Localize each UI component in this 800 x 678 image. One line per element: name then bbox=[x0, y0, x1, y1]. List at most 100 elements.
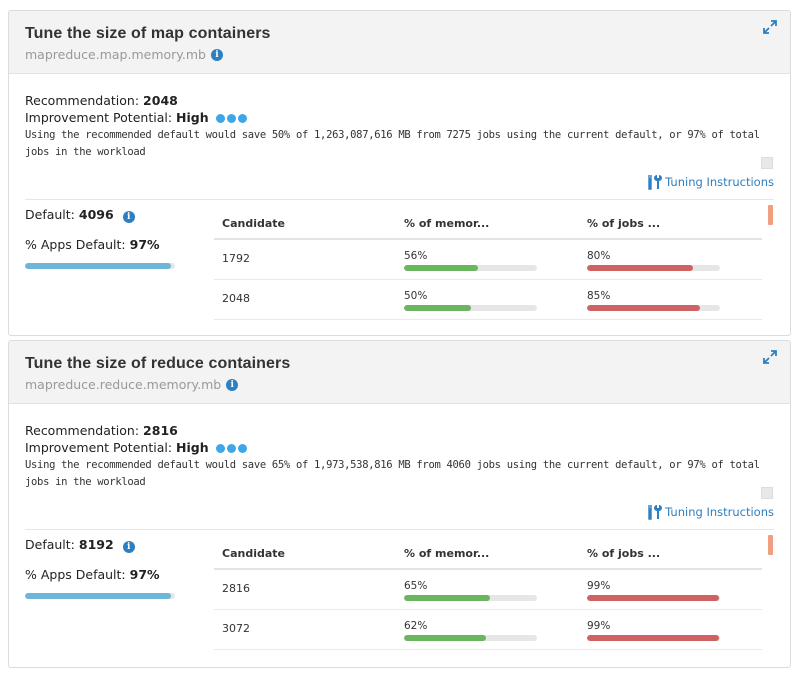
select-checkbox[interactable] bbox=[761, 157, 773, 169]
apps-default-bar bbox=[25, 593, 175, 599]
apps-default-fill bbox=[25, 593, 171, 599]
jobs-percent: 99% bbox=[587, 620, 611, 632]
jobs-percent: 80% bbox=[587, 250, 611, 262]
table-row[interactable]: 1792 56% 80% bbox=[214, 240, 762, 280]
potential-dots bbox=[215, 114, 247, 123]
recommendation-value: 2048 bbox=[143, 93, 178, 108]
recommendation-description: Using the recommended default would save… bbox=[25, 459, 760, 488]
jobs-bar bbox=[587, 305, 720, 311]
apps-default-fill bbox=[25, 263, 171, 269]
column-header-memory[interactable]: % of memor... bbox=[404, 217, 490, 230]
jobs-bar bbox=[587, 265, 720, 271]
improvement-line: Improvement Potential: High bbox=[25, 109, 790, 126]
divider bbox=[25, 529, 774, 530]
candidate-value: 3072 bbox=[222, 622, 250, 635]
potential-dot bbox=[226, 114, 236, 123]
improvement-line: Improvement Potential: High bbox=[25, 439, 790, 456]
expand-icon[interactable] bbox=[762, 349, 778, 365]
default-value: 4096 bbox=[78, 207, 114, 222]
jobs-bar bbox=[587, 635, 720, 641]
map-containers-card: Tune the size of map containers mapreduc… bbox=[8, 10, 791, 336]
select-checkbox[interactable] bbox=[761, 487, 773, 499]
apps-default-value: 97% bbox=[129, 237, 160, 252]
candidate-table: Candidate % of memor... % of jobs ... 17… bbox=[214, 205, 762, 320]
candidate-value: 1792 bbox=[222, 252, 250, 265]
card-title: Tune the size of map containers bbox=[25, 25, 271, 42]
tools-icon bbox=[648, 175, 663, 190]
jobs-bar-fill bbox=[587, 635, 719, 641]
potential-dot bbox=[237, 444, 247, 453]
recommendation-block: Recommendation: 2048 Improvement Potenti… bbox=[9, 74, 790, 161]
scroll-indicator[interactable] bbox=[768, 535, 773, 555]
memory-bar-fill bbox=[404, 635, 487, 641]
column-header-memory[interactable]: % of memor... bbox=[404, 547, 490, 560]
card-header: Tune the size of reduce containers mapre… bbox=[9, 341, 790, 404]
improvement-value: High bbox=[176, 440, 209, 455]
divider bbox=[25, 199, 774, 200]
column-header-jobs[interactable]: % of jobs ... bbox=[587, 547, 661, 560]
apps-default-line: % Apps Default: 97% bbox=[25, 237, 160, 252]
memory-bar bbox=[404, 595, 537, 601]
recommendation-description: Using the recommended default would save… bbox=[25, 129, 760, 158]
recommendation-value: 2816 bbox=[143, 423, 178, 438]
apps-default-bar bbox=[25, 263, 175, 269]
memory-bar-fill bbox=[404, 265, 479, 271]
jobs-bar-fill bbox=[587, 265, 694, 271]
apps-default-line: % Apps Default: 97% bbox=[25, 567, 160, 582]
tuning-instructions-link[interactable]: Tuning Instructions bbox=[646, 174, 774, 190]
scroll-indicator[interactable] bbox=[768, 205, 773, 225]
column-header-candidate[interactable]: Candidate bbox=[222, 217, 285, 230]
reduce-containers-card: Tune the size of reduce containers mapre… bbox=[8, 340, 791, 668]
candidate-value: 2048 bbox=[222, 292, 250, 305]
table-header: Candidate % of memor... % of jobs ... bbox=[214, 205, 762, 240]
candidate-table: Candidate % of memor... % of jobs ... 28… bbox=[214, 535, 762, 650]
parameter-label: mapreduce.map.memory.mb bbox=[25, 47, 206, 62]
expand-icon[interactable] bbox=[762, 19, 778, 35]
potential-dot bbox=[215, 444, 225, 453]
potential-dot bbox=[215, 114, 225, 123]
table-row[interactable]: 2048 50% 85% bbox=[214, 280, 762, 320]
memory-bar-fill bbox=[404, 305, 471, 311]
info-icon[interactable]: i bbox=[122, 541, 135, 553]
info-icon[interactable]: i bbox=[226, 378, 239, 391]
jobs-bar-fill bbox=[587, 595, 719, 601]
potential-dots bbox=[215, 444, 247, 453]
jobs-bar-fill bbox=[587, 305, 701, 311]
default-line: Default: 8192 i bbox=[25, 537, 135, 553]
memory-percent: 50% bbox=[404, 290, 428, 302]
memory-percent: 65% bbox=[404, 580, 428, 592]
column-header-candidate[interactable]: Candidate bbox=[222, 547, 285, 560]
memory-bar-fill bbox=[404, 595, 491, 601]
recommendation-block: Recommendation: 2816 Improvement Potenti… bbox=[9, 404, 790, 491]
column-header-jobs[interactable]: % of jobs ... bbox=[587, 217, 661, 230]
card-header: Tune the size of map containers mapreduc… bbox=[9, 11, 790, 74]
card-title: Tune the size of reduce containers bbox=[25, 355, 291, 372]
recommendation-line: Recommendation: 2816 bbox=[25, 423, 178, 438]
memory-bar bbox=[404, 265, 537, 271]
potential-dot bbox=[226, 444, 236, 453]
jobs-percent: 85% bbox=[587, 290, 611, 302]
memory-bar bbox=[404, 305, 537, 311]
parameter-label: mapreduce.reduce.memory.mb bbox=[25, 377, 222, 392]
parameter-name: mapreduce.reduce.memory.mb i bbox=[25, 377, 790, 392]
potential-dot bbox=[237, 114, 247, 123]
info-icon[interactable]: i bbox=[122, 211, 135, 223]
table-row[interactable]: 3072 62% 99% bbox=[214, 610, 762, 650]
tools-icon bbox=[648, 505, 663, 520]
table-row[interactable]: 2816 65% 99% bbox=[214, 570, 762, 610]
memory-bar bbox=[404, 635, 537, 641]
jobs-bar bbox=[587, 595, 720, 601]
jobs-percent: 99% bbox=[587, 580, 611, 592]
default-line: Default: 4096 i bbox=[25, 207, 135, 223]
improvement-value: High bbox=[176, 110, 209, 125]
table-header: Candidate % of memor... % of jobs ... bbox=[214, 535, 762, 570]
tuning-instructions-link[interactable]: Tuning Instructions bbox=[646, 504, 774, 520]
parameter-name: mapreduce.map.memory.mb i bbox=[25, 47, 790, 62]
memory-percent: 62% bbox=[404, 620, 428, 632]
recommendation-line: Recommendation: 2048 bbox=[25, 93, 178, 108]
candidate-value: 2816 bbox=[222, 582, 250, 595]
default-value: 8192 bbox=[78, 537, 114, 552]
memory-percent: 56% bbox=[404, 250, 428, 262]
info-icon[interactable]: i bbox=[211, 48, 223, 61]
apps-default-value: 97% bbox=[129, 567, 160, 582]
